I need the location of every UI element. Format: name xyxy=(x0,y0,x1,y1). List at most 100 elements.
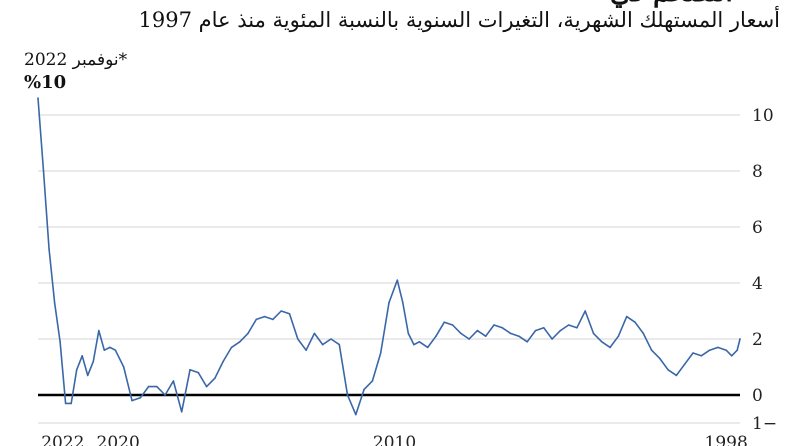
x-tick-label: 1998 xyxy=(705,433,748,446)
data-point xyxy=(86,374,89,377)
data-point xyxy=(371,380,374,382)
y-axis-ticks: 10 8 6 4 2 0 1− xyxy=(752,106,777,434)
y-tick-label: 1− xyxy=(752,414,777,434)
data-point xyxy=(418,341,421,343)
data-point xyxy=(313,332,316,335)
data-point xyxy=(468,338,470,340)
data-point xyxy=(617,335,620,338)
data-point xyxy=(584,310,586,312)
data-point xyxy=(189,369,191,371)
data-point xyxy=(484,335,487,338)
data-point xyxy=(659,357,661,360)
data-point xyxy=(402,301,404,304)
data-point xyxy=(567,324,570,326)
y-tick-label: 2 xyxy=(752,330,763,350)
data-point xyxy=(460,332,462,335)
data-point xyxy=(725,349,727,352)
y-tick-label: 6 xyxy=(752,218,763,238)
data-point xyxy=(139,397,142,399)
title-text: التضخم في xyxy=(610,0,733,8)
data-point xyxy=(321,343,324,346)
data-point xyxy=(642,332,645,335)
data-point xyxy=(239,341,241,343)
data-point xyxy=(109,346,111,349)
data-point xyxy=(48,248,50,251)
data-point xyxy=(692,352,694,354)
data-point xyxy=(131,399,133,402)
data-point xyxy=(501,327,504,329)
latest-value-label: %10 xyxy=(24,72,67,93)
latest-date-note: *نوفمبر 2022 xyxy=(24,50,128,70)
data-point xyxy=(493,324,495,326)
data-point xyxy=(197,371,200,374)
data-point xyxy=(476,329,479,332)
data-point xyxy=(435,335,437,338)
data-point xyxy=(205,385,208,388)
data-point xyxy=(543,327,545,329)
data-point xyxy=(53,301,56,304)
series-line xyxy=(37,97,741,416)
data-point xyxy=(280,310,283,312)
data-point xyxy=(451,324,454,326)
data-point xyxy=(272,318,274,321)
data-point xyxy=(59,341,61,343)
data-point xyxy=(214,377,216,380)
data-point xyxy=(81,355,83,357)
data-point xyxy=(379,352,382,354)
data-point xyxy=(305,349,307,352)
data-point xyxy=(147,385,150,388)
data-point xyxy=(330,338,332,340)
x-tick-label: 2020 xyxy=(97,433,140,446)
data-point xyxy=(413,343,415,346)
data-point xyxy=(667,369,669,371)
grid-layer xyxy=(38,114,740,424)
data-point xyxy=(255,318,258,321)
data-point xyxy=(396,279,399,282)
x-tick-label: 2010 xyxy=(373,433,416,446)
data-point xyxy=(730,355,733,357)
data-point xyxy=(534,329,537,332)
data-point xyxy=(156,385,158,388)
data-point xyxy=(443,321,446,324)
y-tick-label: 0 xyxy=(752,386,763,406)
data-point xyxy=(708,349,711,352)
data-point xyxy=(222,360,224,363)
data-point xyxy=(172,380,175,382)
data-point xyxy=(70,402,72,405)
data-point xyxy=(98,329,100,332)
data-point xyxy=(346,394,349,396)
data-point xyxy=(559,329,562,332)
data-point xyxy=(426,346,429,349)
data-point xyxy=(263,315,266,318)
y-tick-label: 8 xyxy=(752,162,763,182)
chart-subtitle: أسعار المستهلك الشهرية، التغيرات السنوية… xyxy=(138,8,780,32)
data-point xyxy=(736,349,738,352)
title-fragment: التضخم في xyxy=(0,0,792,8)
data-point xyxy=(609,346,611,349)
data-point xyxy=(103,349,106,352)
data-point xyxy=(42,170,45,172)
series-layer xyxy=(37,97,741,416)
data-point xyxy=(64,402,67,405)
data-point xyxy=(75,369,78,371)
data-point xyxy=(355,413,357,416)
data-point xyxy=(650,349,653,352)
data-point xyxy=(739,338,741,340)
data-point xyxy=(297,338,299,340)
data-point xyxy=(37,97,39,99)
data-point xyxy=(247,332,249,335)
y-tick-label: 4 xyxy=(752,274,763,294)
data-point xyxy=(288,313,291,315)
data-point xyxy=(683,363,686,366)
data-point xyxy=(625,315,628,318)
data-point xyxy=(518,335,520,338)
data-point xyxy=(164,394,166,396)
data-point xyxy=(122,366,125,368)
data-point xyxy=(526,341,528,343)
data-point xyxy=(180,411,183,413)
x-axis-ticks: 1998 2010 2020 2022 xyxy=(41,433,748,446)
data-point xyxy=(551,338,553,340)
data-point xyxy=(388,301,390,304)
data-point xyxy=(601,341,603,343)
data-point xyxy=(717,346,719,349)
